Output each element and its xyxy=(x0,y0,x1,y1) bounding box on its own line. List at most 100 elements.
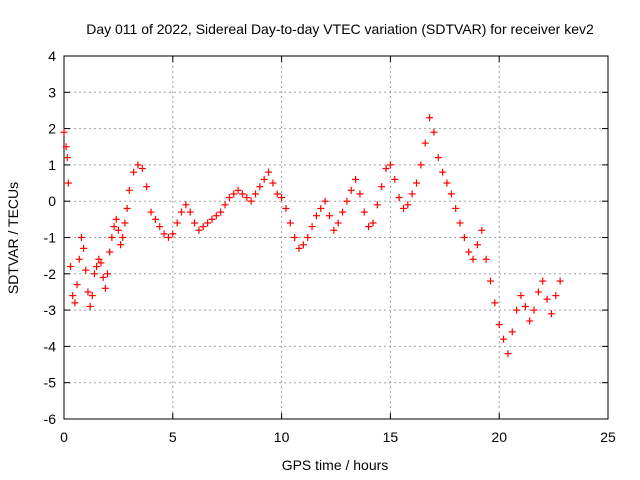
chart-title: Day 011 of 2022, Sidereal Day-to-day VTE… xyxy=(86,21,594,37)
y-tick-label: -3 xyxy=(44,302,57,318)
data-point xyxy=(199,223,207,231)
data-point xyxy=(286,219,294,227)
x-tick-label: 5 xyxy=(169,429,177,445)
data-point xyxy=(556,277,564,285)
data-point xyxy=(430,128,438,136)
data-point xyxy=(164,234,172,241)
data-point xyxy=(247,197,255,205)
data-point xyxy=(365,223,373,231)
data-point xyxy=(500,335,508,343)
data-point xyxy=(90,270,98,278)
data-point xyxy=(447,190,455,198)
data-point xyxy=(308,223,316,231)
data-point xyxy=(373,201,381,209)
data-point xyxy=(230,190,238,198)
data-point xyxy=(417,161,425,169)
grid-lines xyxy=(64,56,608,419)
data-point xyxy=(93,263,101,271)
x-tick-label: 0 xyxy=(60,429,68,445)
data-point xyxy=(251,190,259,198)
data-point xyxy=(147,208,155,216)
data-point xyxy=(443,179,451,187)
y-axis-label: SDTVAR / TECUs xyxy=(5,182,21,294)
data-point xyxy=(195,226,203,234)
data-point xyxy=(80,244,88,252)
data-point xyxy=(404,201,412,209)
data-point xyxy=(334,219,342,227)
data-point xyxy=(60,128,68,136)
data-point xyxy=(106,248,114,256)
data-point xyxy=(304,234,312,241)
data-points xyxy=(60,114,564,358)
y-tick-label: -1 xyxy=(44,230,57,246)
data-point xyxy=(452,204,460,212)
data-point xyxy=(325,212,333,220)
data-point xyxy=(343,197,351,205)
data-point xyxy=(112,215,120,223)
data-point xyxy=(182,201,190,209)
data-point xyxy=(508,328,516,336)
data-point xyxy=(169,230,177,238)
data-point xyxy=(291,234,299,241)
data-point xyxy=(517,292,525,300)
x-axis-label: GPS time / hours xyxy=(282,457,389,473)
data-point xyxy=(73,281,81,289)
data-point xyxy=(134,161,142,169)
data-point xyxy=(321,197,329,205)
x-tick-label: 25 xyxy=(600,429,616,445)
data-point xyxy=(460,234,468,241)
data-point xyxy=(104,270,112,278)
data-point xyxy=(543,295,551,303)
data-point xyxy=(64,179,72,187)
data-point xyxy=(469,255,477,263)
data-point xyxy=(130,168,138,176)
data-point xyxy=(260,175,268,183)
y-tick-label: 0 xyxy=(48,193,56,209)
data-point xyxy=(86,302,94,310)
data-point xyxy=(552,292,560,300)
data-point xyxy=(156,223,164,231)
y-tick-label: 2 xyxy=(48,121,56,137)
data-point xyxy=(521,302,529,310)
data-point xyxy=(399,204,407,212)
data-point xyxy=(256,183,264,191)
data-point xyxy=(110,223,118,231)
data-point xyxy=(352,175,360,183)
data-point xyxy=(77,234,85,241)
data-point xyxy=(75,255,83,263)
x-tick-label: 20 xyxy=(491,429,507,445)
data-point xyxy=(526,317,534,325)
data-point xyxy=(547,310,555,318)
data-point xyxy=(151,215,159,223)
data-point xyxy=(138,165,146,173)
data-point xyxy=(208,215,216,223)
y-tick-label: -6 xyxy=(44,411,57,427)
data-point xyxy=(360,208,368,216)
data-point xyxy=(434,154,442,162)
data-point xyxy=(473,241,481,249)
data-point xyxy=(513,306,521,314)
data-point xyxy=(482,255,490,263)
data-point xyxy=(504,350,512,358)
data-point xyxy=(186,208,194,216)
data-point xyxy=(282,204,290,212)
data-point xyxy=(238,190,246,198)
data-point xyxy=(413,179,421,187)
x-tick-label: 15 xyxy=(383,429,399,445)
data-point xyxy=(278,194,286,202)
data-point xyxy=(426,114,434,122)
data-point xyxy=(88,292,96,300)
data-point xyxy=(421,139,429,147)
data-point xyxy=(478,226,486,234)
data-point xyxy=(125,186,133,194)
y-tick-labels: -6 -5 -4 -3 -2 -1 0 1 2 3 4 xyxy=(44,48,57,427)
data-point xyxy=(534,288,542,296)
data-point xyxy=(486,277,494,285)
data-point xyxy=(121,219,129,227)
data-point xyxy=(439,168,447,176)
data-point xyxy=(119,234,127,241)
data-point xyxy=(408,190,416,198)
data-point xyxy=(465,248,473,256)
data-point xyxy=(123,204,131,212)
